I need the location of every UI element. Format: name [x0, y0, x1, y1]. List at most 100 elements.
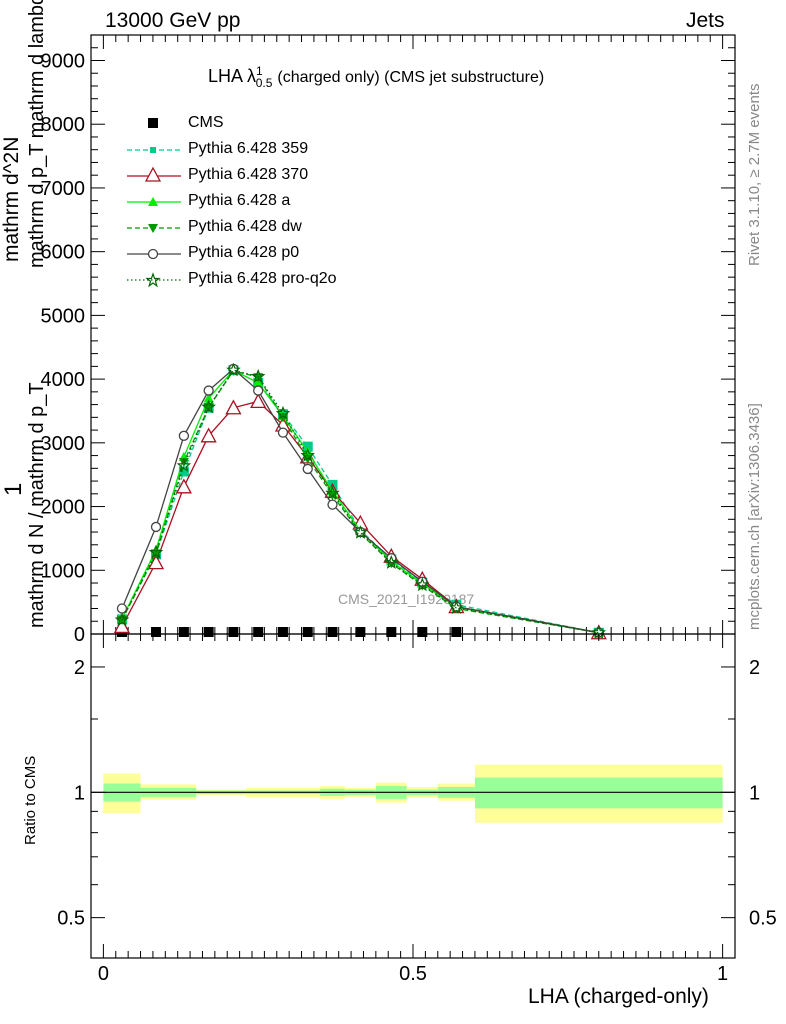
legend-marker-370: [127, 166, 181, 182]
y-tick-label: 0: [74, 624, 85, 646]
header-left: 13000 GeV pp: [105, 9, 241, 32]
data-point-marker: [113, 617, 131, 634]
data-point-marker: [355, 627, 366, 637]
legend-marker-p0: [127, 248, 181, 260]
plot-title-sub: 0.5: [255, 75, 273, 90]
data-point-marker: [253, 385, 264, 396]
data-point-marker: [277, 627, 288, 637]
y-tick-label: 7000: [41, 178, 86, 200]
data-point-marker: [386, 627, 397, 637]
data-point-marker: [417, 627, 428, 637]
data-point-marker: [277, 427, 289, 438]
series-line: [121, 400, 599, 634]
ratio-y-tick-label-right: 1: [749, 782, 760, 804]
legend-label-a: Pythia 6.428 a: [188, 192, 291, 209]
series-line: [121, 369, 599, 634]
data-point-marker: [150, 521, 162, 533]
data-point-marker: [253, 377, 264, 387]
x-tick-label: 1: [717, 963, 728, 985]
data-point-marker: [114, 612, 130, 627]
ratio-plot-frame: [90, 633, 736, 959]
data-point-marker: [353, 525, 368, 539]
legend-marker-pro-q2o: [127, 272, 181, 288]
data-point-marker: [302, 627, 313, 637]
data-point-marker: [203, 385, 214, 396]
ratio-y-tick-label-left: 1: [74, 782, 85, 804]
legend-marker-359: [127, 147, 181, 153]
data-point-marker: [178, 466, 189, 477]
data-point-marker: [415, 577, 430, 592]
ratio-y-tick-label-right: 0.5: [749, 908, 777, 930]
y-tick-label: 5000: [41, 305, 86, 327]
y-tick-label: 8000: [41, 114, 86, 136]
y-tick-label: 1000: [41, 560, 86, 582]
main-plot-layer: 0 1000 2000 3000 4000 5000 6000 7000 8000 9000: [41, 34, 735, 646]
data-point-marker: [302, 441, 313, 452]
legend-label-dw: Pythia 6.428 dw: [188, 218, 302, 235]
plot-title-main: LHA λ: [208, 66, 257, 86]
y-tick-label: 4000: [41, 369, 86, 391]
legend-marker-cms: [148, 118, 158, 128]
legend-label-p0: Pythia 6.428 p0: [188, 244, 300, 261]
data-point-marker: [151, 549, 162, 559]
data-point-marker: [228, 627, 239, 637]
series-pythia-6-428-a: [116, 365, 604, 637]
x-tick-label: 0: [98, 963, 109, 985]
header-right: Jets: [686, 9, 725, 32]
y-tick-label: 9000: [41, 50, 86, 72]
data-point-marker: [250, 393, 267, 409]
data-point-marker: [275, 405, 291, 420]
plot-title: LHA λ10.5 (charged only) (CMS jet substr…: [208, 64, 544, 90]
data-point-marker: [178, 430, 190, 441]
data-point-marker: [176, 458, 192, 472]
data-point-marker: [449, 600, 464, 615]
y-tick-label: 6000: [41, 242, 86, 264]
y-tick-label: 3000: [41, 433, 86, 455]
ratio-plot-layer: 0 0.5 1 0.5 0.5 1 1 2 2: [57, 634, 777, 985]
series-pythia-6-428-pro-q2o: [114, 362, 607, 639]
y-tick-label: 2000: [41, 497, 86, 519]
data-point-marker: [203, 627, 214, 637]
series-line: [121, 368, 599, 634]
ratio-y-tick-label-left: 0.5: [57, 908, 85, 930]
legend-marker-dw: [127, 224, 181, 233]
data-point-marker: [302, 463, 313, 475]
legend-label-370: Pythia 6.428 370: [188, 166, 309, 183]
data-point-marker: [226, 362, 241, 377]
series-line: [121, 369, 599, 634]
data-point-marker: [300, 447, 315, 462]
ratio-inner-band-9: [474, 777, 723, 809]
legend-label-pro-q2o: Pythia 6.428 pro-q2o: [188, 270, 337, 287]
series-pythia-6-428-p0: [116, 363, 604, 638]
data-point-marker: [384, 554, 399, 569]
data-point-marker: [147, 554, 165, 570]
data-point-marker: [417, 576, 428, 587]
legend-label-cms: CMS: [188, 114, 224, 131]
series-pythia-6-428-359: [116, 365, 604, 638]
data-point-marker: [200, 427, 217, 443]
series-line: [121, 369, 599, 634]
data-point-marker: [327, 627, 338, 637]
data-point-marker: [451, 627, 462, 637]
legend-marker-a: [127, 197, 181, 206]
data-point-marker: [116, 603, 128, 614]
plot-title-sup: 1: [256, 64, 263, 78]
data-point-marker: [325, 485, 340, 500]
legend-label-359: Pythia 6.428 359: [188, 140, 309, 157]
data-point-marker: [148, 544, 164, 559]
data-point-marker: [253, 627, 264, 637]
data-point-marker: [250, 368, 266, 383]
data-point-marker: [178, 627, 189, 637]
series-line: [121, 370, 599, 634]
ratio-y-tick-label-right: 2: [749, 657, 760, 679]
plot-title-rest: (charged only) (CMS jet substructure): [277, 69, 545, 86]
data-point-marker: [203, 393, 214, 403]
ratio-y-tick-label-left: 2: [74, 657, 85, 679]
x-tick-label: 0.5: [399, 963, 427, 985]
x-axis-label: LHA (charged-only): [528, 985, 709, 1008]
data-point-marker: [225, 399, 242, 415]
series-cms: [116, 627, 462, 637]
data-point-marker: [151, 627, 162, 637]
data-point-marker: [175, 478, 192, 494]
